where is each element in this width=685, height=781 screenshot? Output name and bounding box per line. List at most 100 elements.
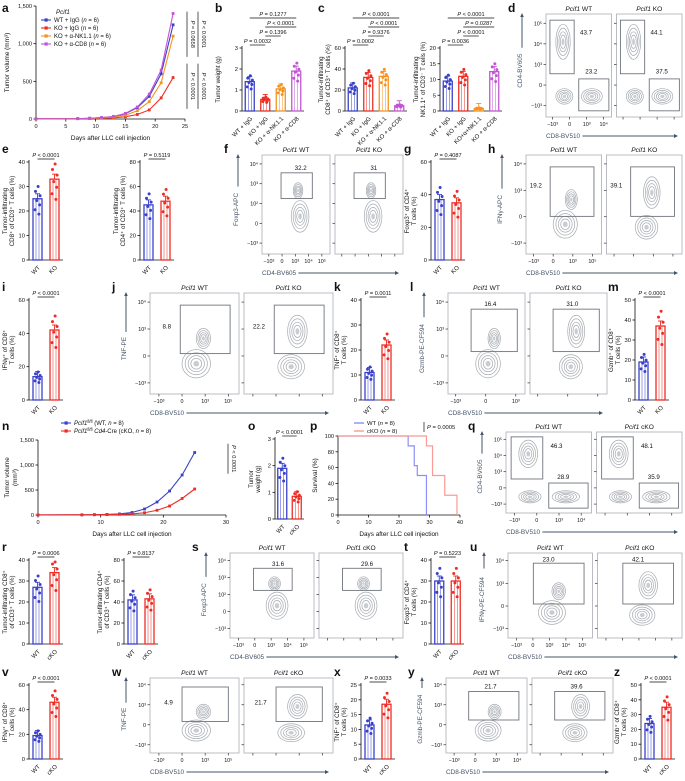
panel-u-chart: Pcif1 WT Pcif1 cKO 23.0 42.1 10⁴ 10³ 0 −10³ −10³…	[470, 541, 683, 664]
data-point	[349, 83, 353, 87]
label: 0	[628, 398, 631, 404]
contour	[646, 183, 657, 202]
data-point	[133, 602, 137, 606]
label: 10³	[492, 758, 500, 764]
label: 0	[331, 513, 334, 519]
series-marker	[193, 451, 197, 454]
contour	[287, 694, 308, 719]
label: 20	[351, 348, 357, 354]
label: 10²	[218, 593, 226, 599]
contour	[280, 356, 302, 377]
plot-title: Pcif1 KO	[636, 6, 662, 13]
contour	[611, 442, 627, 465]
legend-item: KO + IgG (n = 6)	[54, 26, 98, 32]
panel-d-svg: Pcif1 WT Pcif1 KO 43.7 23.2 44.1 37.5 10⁵ 10⁴ 10…	[517, 6, 683, 140]
y-axis-label: CD4⁺ of CD3⁺ T cells (%)	[120, 176, 127, 247]
contour	[566, 191, 577, 208]
label: 10	[421, 621, 427, 627]
bar	[32, 198, 43, 261]
data-point	[455, 595, 459, 599]
bar	[450, 580, 461, 645]
series-marker	[135, 105, 139, 109]
data-point	[382, 67, 386, 71]
y-axis-label: Tumor-infiltrating	[2, 187, 9, 234]
contour	[190, 357, 203, 370]
category-label: WT	[363, 405, 374, 416]
data-point	[667, 710, 671, 714]
data-point	[51, 167, 54, 171]
y-arrow	[236, 154, 240, 158]
label: 0	[484, 399, 487, 405]
data-point	[51, 562, 54, 566]
contour	[627, 90, 642, 103]
data-point	[279, 468, 283, 472]
data-point	[370, 726, 374, 730]
p-value: P = 0.5223	[434, 551, 461, 557]
contour	[567, 314, 586, 348]
label: 3	[235, 46, 238, 52]
label: 20	[396, 520, 402, 526]
label: 10³	[583, 122, 591, 128]
plot-title: Pcif1 KO	[275, 285, 301, 292]
label: 10³	[546, 643, 554, 649]
contour	[576, 701, 585, 712]
data-point	[456, 576, 460, 580]
data-point	[35, 199, 39, 203]
series-marker	[180, 497, 184, 500]
contour	[627, 27, 640, 56]
series-marker	[159, 81, 163, 85]
label: 0	[253, 643, 256, 649]
plot-title: Pcif1 cKO	[625, 424, 654, 431]
flow-gate	[638, 482, 680, 509]
bar	[661, 706, 672, 760]
y-axis-label: T cells (%)	[341, 335, 348, 364]
label: 2	[268, 464, 271, 470]
label: 20	[19, 209, 25, 215]
data-point	[440, 204, 444, 208]
data-point	[50, 192, 54, 196]
x-arrow	[325, 411, 329, 415]
category-label: cKO	[378, 764, 391, 777]
contour	[525, 494, 535, 500]
y-axis-label: T cells (%)	[341, 707, 348, 736]
contour	[197, 330, 210, 347]
y-axis-label: IFNγ⁺ of CD8⁺	[2, 702, 9, 743]
contour	[482, 726, 494, 735]
panel-q: q Pcif1 WT Pcif1 cKO 46.3 28.9 48.1 35.9 10⁵ 10⁴…	[468, 420, 683, 539]
contour	[559, 91, 570, 102]
data-point	[386, 357, 390, 361]
p-value: P < 0.0001	[200, 73, 206, 100]
plot-title: Pcif1 KO	[555, 285, 581, 292]
data-point	[53, 162, 57, 166]
contour	[369, 210, 377, 223]
y-axis-label: T cells (%)	[9, 707, 16, 736]
y-axis-label: T cells (%)	[411, 587, 418, 616]
contour	[640, 574, 656, 597]
panel-letter-m: m	[608, 280, 619, 294]
contour	[271, 580, 278, 587]
data-point	[277, 84, 281, 88]
data-point	[33, 738, 37, 742]
panel-e: e Tumor-infiltrating CD8⁺ of CD3⁺ T cells …	[2, 143, 224, 280]
p-value: P < 0.0001	[370, 21, 397, 27]
data-point	[278, 475, 282, 479]
label: 40	[421, 558, 427, 564]
contour	[642, 577, 654, 594]
label: 40	[421, 193, 427, 199]
data-point	[369, 377, 373, 381]
data-point	[395, 103, 399, 107]
data-point	[128, 606, 132, 610]
panel-h: h Pcif1 WT Pcif1 KO 19.2 39.1 10⁴ 10³ 0 −10³ −10³…	[488, 143, 683, 280]
label: 1,000	[18, 42, 32, 48]
data-point	[667, 703, 671, 707]
label: 0	[338, 109, 341, 115]
data-point	[493, 62, 497, 66]
label: 10⁴	[562, 643, 571, 649]
label: 1	[235, 88, 238, 94]
contour	[631, 93, 639, 100]
data-point	[145, 605, 149, 609]
plot-title: Pcif1 cKO	[346, 545, 375, 552]
x-arrow	[674, 134, 678, 138]
category-label: WT	[276, 524, 287, 535]
label: 10	[19, 621, 25, 627]
